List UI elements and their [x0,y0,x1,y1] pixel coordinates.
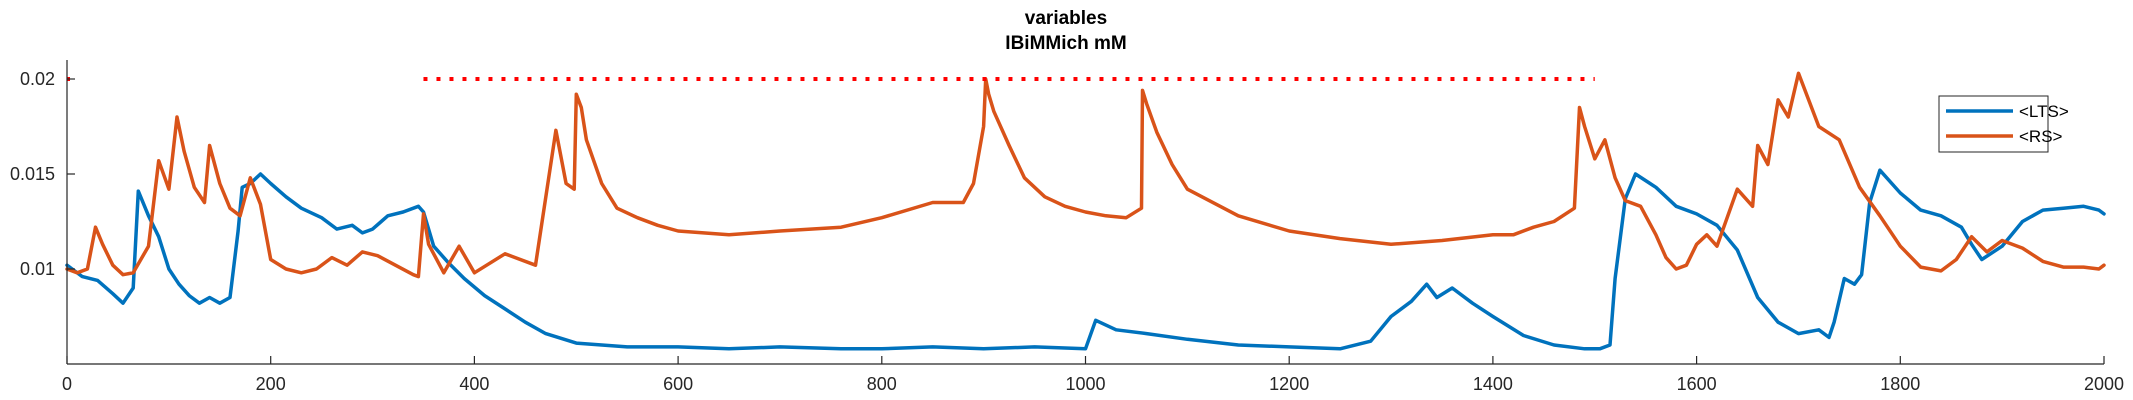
x-axis-ticks: 0 200 400 600 800 1000 1200 1400 1600 1800 2000 [62,356,2124,394]
chart-subtitle: IBiMMich mM [1005,33,1126,54]
x-tick-label: 800 [867,374,897,394]
series-line-1 [65,71,2106,279]
y-tick-label: 0.02 [20,69,55,89]
x-tick-label: 1600 [1677,374,1717,394]
x-tick-label: 2000 [2084,374,2124,394]
series-layer [65,71,2106,351]
x-tick-label: 1000 [1065,374,1105,394]
x-tick-label: 0 [62,374,72,394]
x-tick-label: 1200 [1269,374,1309,394]
x-tick-label: 1400 [1473,374,1513,394]
chart-title: variables [1025,8,1107,29]
legend-label-lts: <LTS> [2019,102,2069,121]
x-tick-label: 400 [459,374,489,394]
x-tick-label: 200 [256,374,286,394]
legend: <LTS> <RS> [1938,95,2069,153]
x-tick-label: 1800 [1880,374,1920,394]
x-tick-label: 600 [663,374,693,394]
y-tick-label: 0.015 [10,164,55,184]
legend-label-rs: <RS> [2019,127,2063,146]
y-axis-ticks: 0.01 0.015 0.02 [10,69,75,279]
legend-box [1938,95,2049,153]
y-tick-label: 0.01 [20,259,55,279]
series-line-0 [65,168,2106,351]
